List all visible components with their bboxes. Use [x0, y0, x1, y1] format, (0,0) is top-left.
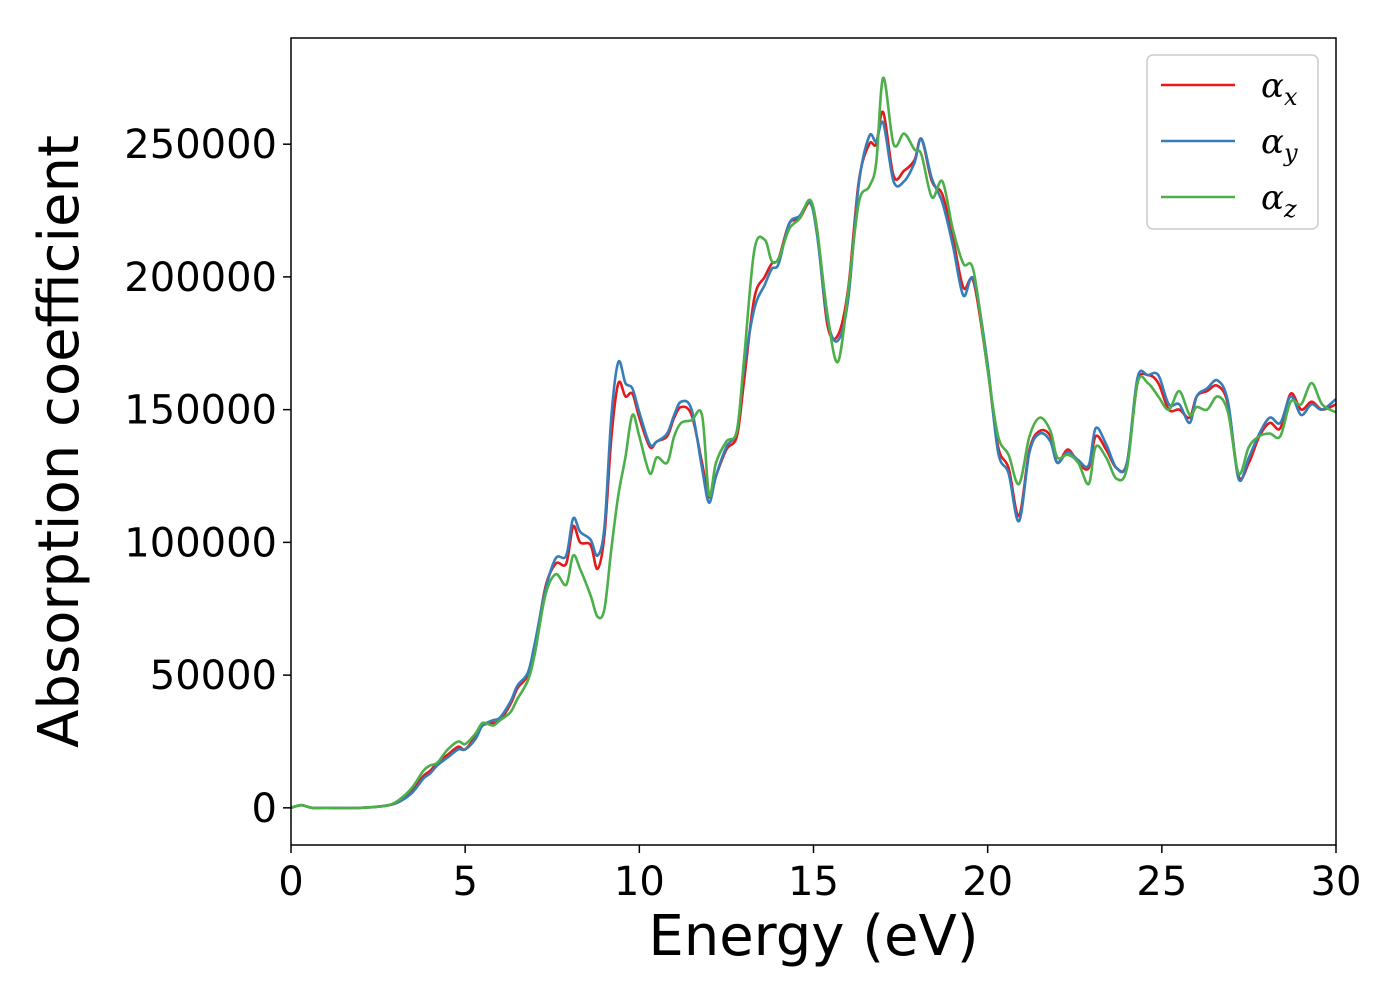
x-axis-label: Energy (eV): [648, 904, 978, 969]
x-tick-label: 10: [614, 859, 665, 905]
y-tick-label: 100000: [124, 520, 277, 566]
legend-label: αz: [1261, 178, 1297, 223]
series-layer: [291, 76, 1336, 810]
x-axis-ticks: 0 5 10 15 20 25 30: [278, 845, 1361, 905]
x-tick-label: 20: [962, 859, 1013, 905]
legend-label: αy: [1261, 122, 1298, 167]
y-tick-label: 150000: [124, 388, 277, 434]
x-tick-label: 15: [788, 859, 839, 905]
x-tick-label: 0: [278, 859, 303, 905]
y-tick-label: 250000: [124, 122, 277, 168]
legend-label: αx: [1261, 66, 1298, 111]
x-tick-label: 30: [1311, 859, 1362, 905]
series-line-2: [291, 120, 1336, 810]
series-line-3: [291, 76, 1336, 810]
y-axis-label: Absorption coefficient: [27, 135, 92, 748]
y-tick-label: 50000: [150, 653, 277, 699]
y-axis-ticks: 0 50000 100000 150000 200000 250000: [124, 122, 291, 832]
x-tick-label: 25: [1136, 859, 1187, 905]
x-tick-label: 5: [452, 859, 477, 905]
y-tick-label: 0: [252, 786, 277, 832]
legend: αx αy αz: [1146, 54, 1319, 230]
y-tick-label: 200000: [124, 255, 277, 301]
